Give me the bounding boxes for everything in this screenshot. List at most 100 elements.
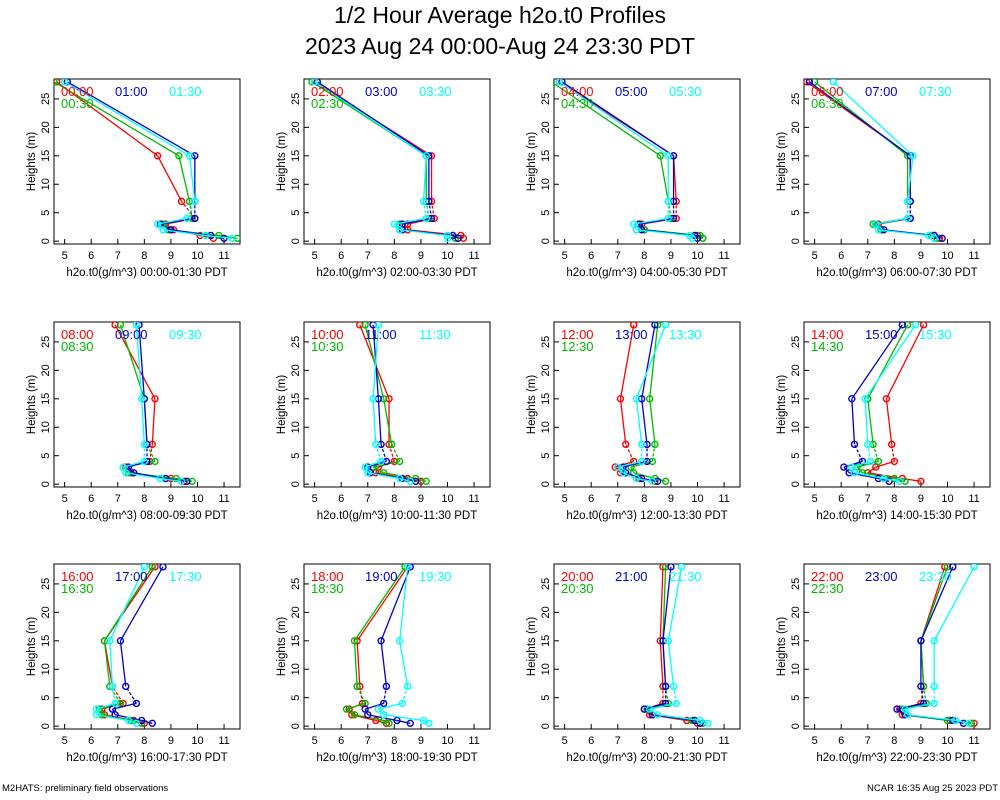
x-tick-label: 8 — [141, 735, 147, 747]
profile-segment-1430 — [867, 398, 874, 445]
profile-segment-1900 — [396, 719, 411, 724]
x-tick-label: 5 — [812, 735, 818, 747]
x-tick-label: 10 — [191, 735, 203, 747]
plot-frame — [303, 78, 491, 245]
y-tick-label: 10 — [290, 663, 302, 675]
y-tick-label: 20 — [790, 364, 802, 376]
profile-point-1130-7m — [372, 440, 380, 449]
profile-point-0930-15m — [137, 395, 146, 403]
profile-point-2330-2m — [903, 711, 912, 719]
profile-point-0530-3m — [630, 220, 638, 228]
legend-label-0430: 04:30 — [561, 96, 594, 111]
profile-segment-0330 — [422, 155, 427, 202]
y-tick-label: 5 — [790, 453, 802, 459]
legend-label-2200: 22:00 — [811, 569, 844, 584]
y-tick-label: 20 — [290, 364, 302, 376]
profile-segment-2130 — [649, 702, 677, 710]
profile-point-0930-3m — [119, 463, 127, 471]
profile-point-1400-3m — [872, 463, 880, 471]
plot-frame — [803, 563, 991, 730]
profile-point-1830-3m — [342, 705, 351, 713]
profile-segment-1430 — [856, 466, 863, 474]
profile-point-0000-7m — [177, 197, 186, 206]
y-tick-label: 15 — [540, 393, 552, 405]
profile-point-1630-28m — [148, 564, 157, 571]
x-axis-label: h2o.t0(g/m^3) 02:00-03:30 PDT — [316, 267, 477, 279]
profile-point-0900-28m — [135, 322, 143, 329]
legend-label-1330: 13:30 — [669, 327, 702, 342]
profile-segment-1730 — [109, 640, 114, 687]
x-tick-label: 11 — [968, 493, 979, 505]
profile-point-0500-28m — [558, 79, 566, 86]
x-tick-label: 9 — [418, 493, 424, 505]
profile-point-1030-28m — [361, 322, 369, 329]
y-tick-label: 15 — [540, 150, 552, 162]
profile-segment-1330 — [617, 460, 642, 468]
x-tick-label: 11 — [968, 735, 979, 747]
x-tick-label: 5 — [562, 735, 568, 747]
profile-point-1130-1m — [395, 474, 404, 483]
profile-point-2330-3m — [901, 705, 909, 713]
profile-segment-0330 — [393, 223, 401, 231]
profile-point-1330-3m — [614, 463, 622, 471]
x-tick-label: 11 — [718, 735, 729, 747]
legend-label-2330: 23:30 — [919, 569, 952, 584]
x-tick-label: 11 — [468, 250, 479, 262]
y-tick-label: 0 — [540, 723, 552, 729]
y-axis-label: Heights (m) — [776, 617, 788, 677]
profile-segment-0130 — [162, 229, 206, 237]
x-tick-label: 9 — [668, 250, 674, 262]
y-tick-label: 15 — [40, 393, 52, 405]
legend-label-0730: 07:30 — [919, 84, 952, 99]
x-tick-label: 6 — [338, 493, 344, 505]
legend-label-0000: 00:00 — [61, 84, 94, 99]
profile-segment-0430 — [659, 155, 669, 202]
profile-point-0830-4m — [151, 457, 159, 466]
profile-segment-1830 — [353, 566, 406, 642]
profile-point-0530-28m — [555, 79, 564, 86]
profile-segment-0100 — [159, 223, 172, 231]
legend-label-0600: 06:00 — [811, 84, 844, 99]
y-axis-label: Heights (m) — [26, 132, 38, 192]
profile-segment-1730 — [128, 719, 137, 724]
profile-point-2300-28m — [949, 564, 957, 571]
legend-label-1200: 12:00 — [561, 327, 594, 342]
profile-point-0130-15m — [185, 152, 194, 160]
x-tick-label: 10 — [441, 493, 453, 505]
profile-point-2000-28m — [659, 564, 667, 571]
profile-point-1530-7m — [864, 440, 872, 449]
y-tick-label: 5 — [290, 210, 302, 216]
y-tick-label: 5 — [40, 210, 52, 216]
legend-label-0930: 09:30 — [169, 327, 202, 342]
profile-point-0330-3m — [390, 220, 399, 228]
profile-segment-2130 — [667, 566, 683, 641]
profile-point-1730-3m — [92, 705, 101, 713]
profile-point-1200-15m — [616, 395, 625, 403]
legend-label-1930: 19:30 — [419, 569, 452, 584]
profile-point-1430-4m — [874, 457, 883, 466]
x-tick-label: 9 — [668, 493, 674, 505]
plot-frame — [553, 563, 741, 730]
profile-point-1900-2m — [364, 711, 372, 719]
legend-label-2230: 22:30 — [811, 581, 844, 596]
legend-label-1730: 17:30 — [169, 569, 202, 584]
x-axis-label: h2o.t0(g/m^3) 00:00-01:30 PDT — [66, 267, 227, 279]
y-tick-label: 0 — [540, 238, 552, 244]
profile-panel-10: 5 6 7 8 9 10 11 0 5 10 15 20 25 Heights (m) h2o.t0(g/m… — [276, 563, 491, 764]
y-axis-label: Heights (m) — [26, 375, 38, 435]
profile-segment-1830 — [346, 708, 355, 716]
profile-point-1200-7m — [622, 440, 630, 449]
profile-segment-1530 — [864, 398, 869, 445]
profile-point-0730-4m — [903, 214, 912, 223]
profile-segment-1130 — [372, 398, 377, 445]
x-tick-label: 5 — [562, 250, 568, 262]
x-tick-label: 7 — [365, 493, 371, 505]
profile-segment-0430 — [554, 82, 661, 157]
profile-point-1930-15m — [395, 637, 404, 645]
legend-label-1700: 17:00 — [115, 569, 148, 584]
x-tick-label: 5 — [312, 735, 318, 747]
profile-point-0930-7m — [140, 440, 149, 449]
y-tick-label: 10 — [290, 178, 302, 190]
x-tick-label: 9 — [918, 250, 924, 262]
profile-segment-1300 — [622, 460, 648, 468]
